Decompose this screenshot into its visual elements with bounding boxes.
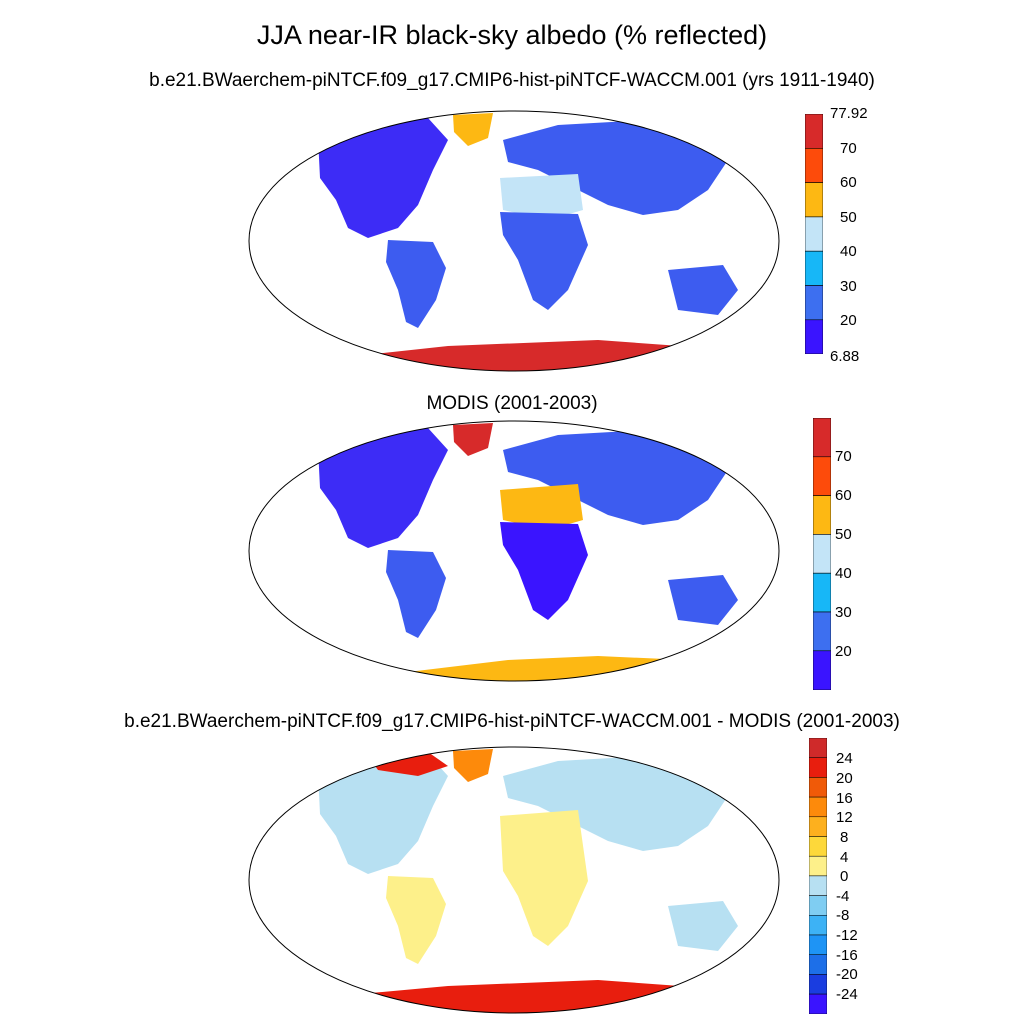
- continent-australia: [668, 901, 738, 951]
- panel-2-cb-label: 50: [835, 526, 852, 543]
- panel-3-colorbar-swatches: [808, 737, 828, 1015]
- continent-north-america: [318, 754, 448, 874]
- panel-1-title: b.e21.BWaerchem-piNTCF.f09_g17.CMIP6-his…: [149, 70, 875, 91]
- panel-1-cb-label: 30: [840, 278, 857, 295]
- panel-3-cb-label: 4: [840, 849, 849, 866]
- continent-europe-asia: [503, 120, 728, 215]
- panel-2-map: [248, 420, 780, 682]
- continent-north-america: [318, 428, 448, 548]
- panel-3-cb-label: -16: [836, 947, 858, 964]
- panel-1-colorbar-swatches: [804, 113, 824, 355]
- panel-2-cb-label: 70: [835, 448, 852, 465]
- continent-north-america: [318, 118, 448, 238]
- panel-2-title: MODIS (2001-2003): [426, 393, 598, 414]
- panel-1-cb-label: 6.88: [830, 348, 860, 365]
- panel-1-cb-label: 60: [840, 174, 857, 191]
- continent-south-america: [386, 550, 446, 638]
- panel-3-cb-label: -24: [836, 986, 858, 1003]
- panel-3-colorbar: [808, 737, 828, 1015]
- panel-3-title: b.e21.BWaerchem-piNTCF.f09_g17.CMIP6-his…: [124, 711, 900, 732]
- panel-1-cb-label: 70: [840, 140, 857, 157]
- continent-south-america: [386, 876, 446, 964]
- sahara: [500, 174, 583, 220]
- panel-3-cb-label: -12: [836, 927, 858, 944]
- panel-1-cb-label: 50: [840, 209, 857, 226]
- figure-title: JJA near-IR black-sky albedo (% reflecte…: [256, 20, 768, 50]
- panel-1-cb-label: 40: [840, 243, 857, 260]
- continent-south-america: [386, 240, 446, 328]
- continent-europe-asia: [503, 756, 728, 851]
- continent-africa: [500, 522, 588, 620]
- panel-3-cb-label: -8: [836, 907, 850, 924]
- panel-1-cb-label: 20: [840, 312, 857, 329]
- greenland: [453, 113, 493, 146]
- panel-3-cb-label: 20: [836, 770, 853, 787]
- panel-3-cb-label: 24: [836, 750, 853, 767]
- panel-1-cb-label: 77.92: [830, 105, 868, 122]
- panel-2-cb-label: 60: [835, 487, 852, 504]
- continent-africa: [500, 212, 588, 310]
- continent-antarctica: [338, 340, 718, 371]
- continent-antarctica: [338, 980, 718, 1013]
- panel-3-cb-label: -4: [836, 888, 850, 905]
- continent-australia: [668, 575, 738, 625]
- panel-1-map: [248, 110, 780, 372]
- panel-1-colorbar: [804, 113, 824, 355]
- greenland: [453, 749, 493, 782]
- panel-2-colorbar: [812, 417, 832, 691]
- continent-australia: [668, 265, 738, 315]
- greenland: [453, 423, 493, 456]
- panel-3-map: [248, 746, 780, 1014]
- panel-3-cb-label: 0: [840, 868, 849, 885]
- panel-2-colorbar-swatches: [812, 417, 832, 691]
- panel-2-cb-label: 30: [835, 604, 852, 621]
- continent-europe-asia: [503, 430, 728, 525]
- continent-africa: [500, 810, 588, 946]
- panel-2-cb-label: 40: [835, 565, 852, 582]
- panel-3-cb-label: 12: [836, 809, 853, 826]
- panel-3-cb-label: 16: [836, 790, 853, 807]
- panel-2-cb-label: 20: [835, 643, 852, 660]
- panel-3-cb-label: -20: [836, 966, 858, 983]
- continent-antarctica: [408, 656, 693, 681]
- panel-3-cb-label: 8: [840, 829, 849, 846]
- sahara: [500, 484, 583, 530]
